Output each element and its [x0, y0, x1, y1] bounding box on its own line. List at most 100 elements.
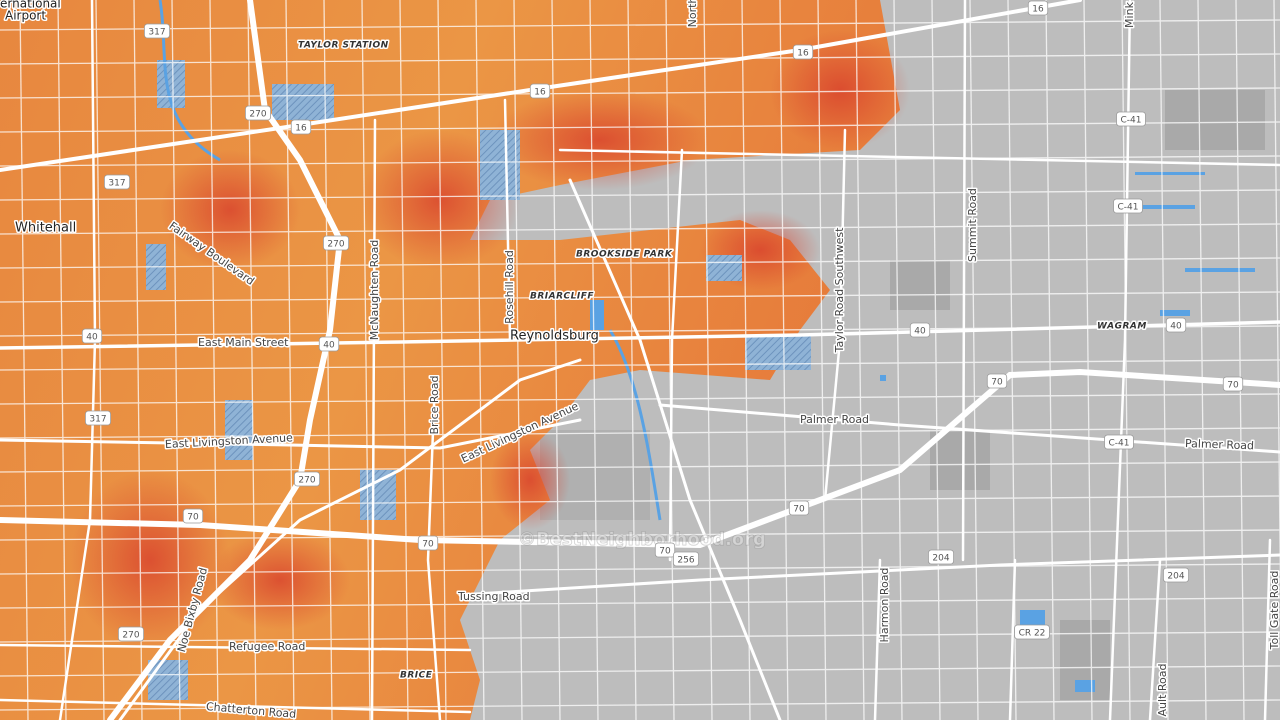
place-label: Reynoldsburg: [510, 329, 599, 344]
shield-box: [1113, 198, 1143, 214]
shield-box: [323, 235, 349, 251]
shield-label: 16: [797, 49, 809, 59]
shield-label: 70: [991, 378, 1003, 388]
neighborhood-label: TAYLOR STATION: [298, 41, 389, 51]
place-label: ernational: [0, 0, 61, 11]
shield-box: [290, 119, 312, 135]
shield-label: 16: [534, 88, 546, 98]
street: [0, 631, 1280, 643]
shield-label: 270: [122, 631, 139, 641]
neighborhood-label: BRIARCLIFF: [530, 292, 594, 302]
route-shield: 204: [1163, 567, 1189, 583]
route-shield: 317: [144, 23, 170, 39]
route-shield: 40: [909, 322, 931, 338]
street: [133, 0, 143, 720]
route-shield: 16: [792, 44, 814, 60]
street: [0, 53, 1280, 65]
shield-label: 70: [793, 505, 805, 515]
road-label: Palmer Road: [1185, 437, 1254, 452]
shields: 317 16 270 16 317 16 16 270 40 40 40 40 317 270 70 70 70…: [81, 0, 1244, 642]
shield-label: 270: [298, 476, 315, 486]
shield-label: 70: [659, 547, 671, 557]
street: [665, 0, 675, 720]
shield-box: [788, 500, 810, 516]
road-label: Palmer Road: [800, 413, 869, 426]
route-shield: 70: [654, 542, 676, 558]
route-shield: 70: [986, 373, 1008, 389]
street: [0, 427, 1280, 439]
shield-box: [245, 105, 271, 121]
street: [0, 529, 1280, 541]
street: [399, 0, 409, 720]
shield-box: [81, 328, 103, 344]
shield-box: [654, 542, 676, 558]
shield-box: [182, 508, 204, 524]
shield-box: [118, 626, 144, 642]
road-label: North: [686, 0, 699, 27]
road-label: East Main Street: [198, 336, 289, 349]
street: [0, 393, 1280, 405]
road-label: Rosehill Road: [503, 250, 516, 324]
street: [95, 0, 105, 720]
road-label: Tussing Road: [457, 590, 530, 603]
road-label: Summit Road: [966, 188, 979, 262]
street: [817, 0, 827, 720]
neighborhood-label: BRICE: [400, 671, 433, 681]
street: [1159, 0, 1169, 720]
street: [0, 121, 1280, 133]
neighborhood-label: BROOKSIDE PARK: [576, 250, 673, 260]
shield-box: [928, 549, 954, 565]
shield-box: [1163, 567, 1189, 583]
shield-box: [144, 23, 170, 39]
street: [209, 0, 219, 720]
street: [0, 665, 1280, 677]
road-label: Refugee Road: [229, 640, 305, 653]
street: [0, 223, 1280, 235]
street: [171, 0, 181, 720]
shield-label: CR 22: [1019, 629, 1046, 639]
street: [0, 597, 1280, 609]
shield-label: 70: [187, 513, 199, 523]
road-label: Ault Road: [1156, 664, 1169, 717]
street: [0, 359, 1280, 371]
shield-box: [318, 336, 340, 352]
route-shield: C-41: [1104, 434, 1134, 450]
water: [158, 0, 1255, 692]
shield-label: 317: [148, 28, 165, 38]
shield-box: [529, 83, 551, 99]
street: [285, 0, 295, 720]
shield-box: [792, 44, 814, 60]
street: [0, 189, 1280, 201]
street: [0, 87, 1280, 99]
route-shield: 256: [673, 551, 699, 567]
street: [0, 257, 1280, 269]
route-shield: C-41: [1116, 111, 1146, 127]
street: [513, 0, 523, 720]
street: [703, 0, 713, 720]
shield-box: [1165, 317, 1187, 333]
shield-box: [673, 551, 699, 567]
street: [627, 0, 637, 720]
street: [0, 291, 1280, 303]
route-shield: 204: [928, 549, 954, 565]
shield-box: [1104, 434, 1134, 450]
street: [0, 155, 1280, 167]
watermark: ©BestNeighborhood.org: [518, 529, 766, 550]
shield-label: 270: [327, 240, 344, 250]
shield-box: [85, 410, 111, 426]
shield-label: 256: [677, 556, 694, 566]
street: [475, 0, 485, 720]
shield-box: [986, 373, 1008, 389]
road-label: Taylor Road Southwest: [833, 227, 846, 354]
route-shield: C-41: [1113, 198, 1143, 214]
route-shield: 70: [1222, 376, 1244, 392]
route-shield: 270: [245, 105, 271, 121]
street: [0, 19, 1280, 31]
place-label: Airport: [5, 9, 46, 23]
route-shield: 70: [182, 508, 204, 524]
route-shield: 40: [318, 336, 340, 352]
shield-label: 270: [249, 110, 266, 120]
route-shield: 270: [294, 471, 320, 487]
shield-box: [417, 535, 439, 551]
